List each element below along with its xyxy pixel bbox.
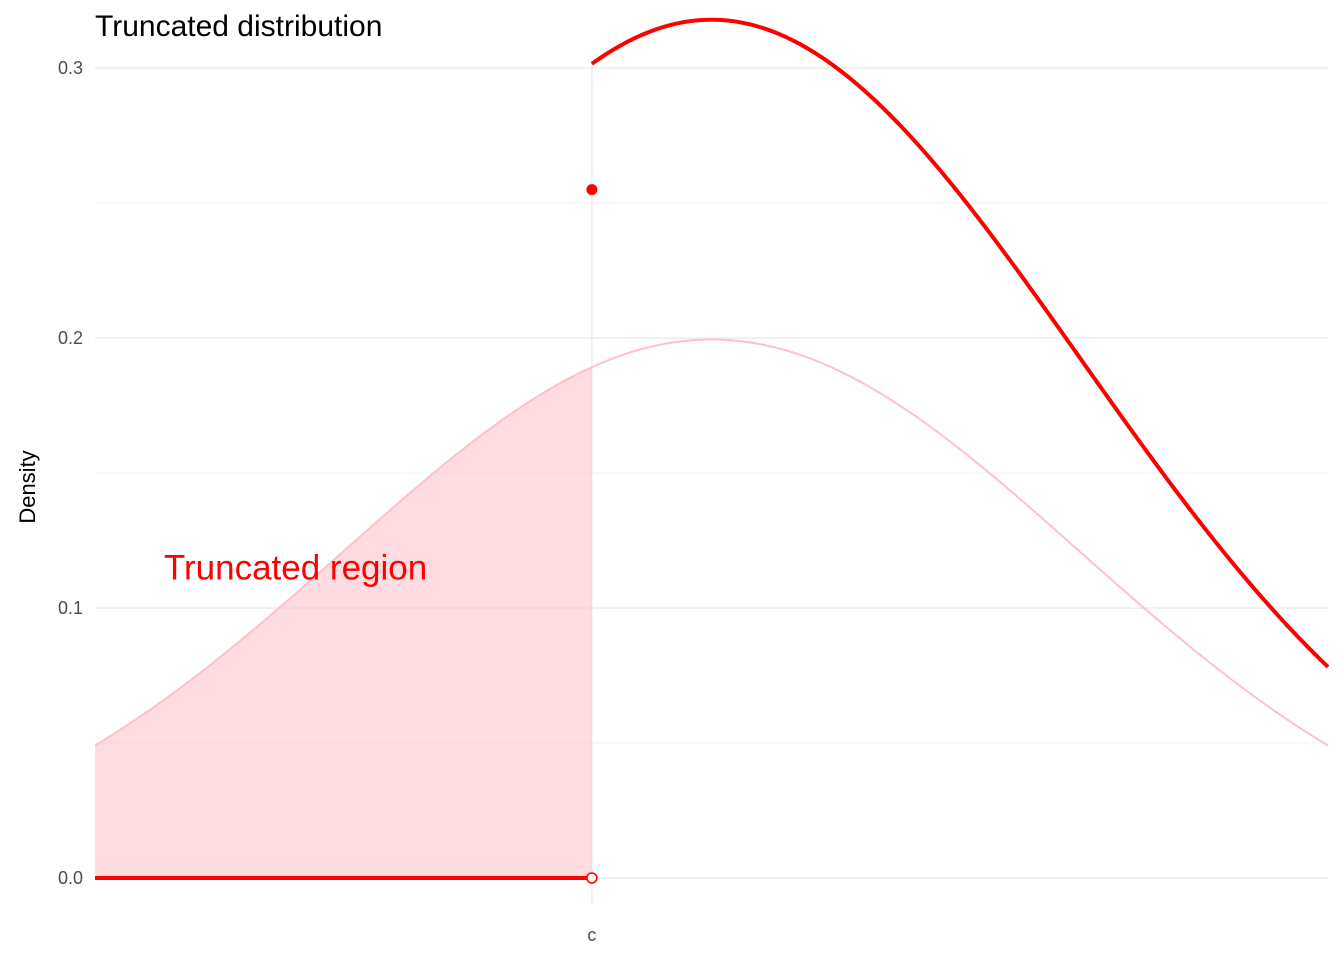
open-point [586, 872, 598, 884]
y-tick-label: 0.1 [58, 598, 83, 618]
annotation-truncated-region: Truncated region [164, 549, 427, 588]
y-tick-label: 0.2 [58, 328, 83, 348]
truncated-density-line [590, 17, 1330, 669]
chart-marks [94, 17, 1330, 884]
truncated-region-fill [95, 367, 592, 879]
x-tick-label: c [587, 925, 596, 945]
y-tick-label: 0.0 [58, 868, 83, 888]
annotations: Truncated region [164, 549, 427, 588]
y-tick-label: 0.3 [58, 58, 83, 78]
parent-density-line [94, 338, 1329, 747]
filled-point [586, 184, 598, 196]
chart-title: Truncated distribution [95, 10, 383, 43]
tick-labels: 0.0 0.1 0.2 0.3 c [58, 58, 596, 945]
